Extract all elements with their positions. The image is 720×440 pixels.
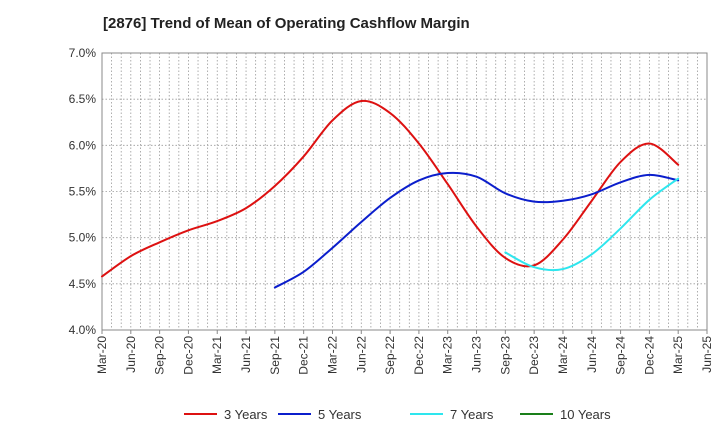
- x-tick-label: Jun-20: [124, 336, 138, 373]
- y-tick-label: 7.0%: [69, 46, 97, 60]
- x-tick-label: Jun-24: [585, 336, 599, 373]
- x-tick-label: Sep-24: [614, 336, 628, 375]
- series-line-7-years: [504, 177, 680, 272]
- series-lines: [101, 99, 680, 289]
- x-tick-label: Mar-24: [556, 336, 570, 374]
- x-tick-label: Dec-23: [527, 336, 541, 375]
- x-tick-label: Mar-23: [441, 336, 455, 374]
- y-tick-label: 6.5%: [69, 92, 97, 106]
- legend-label-3-years: 3 Years: [224, 407, 268, 422]
- grid-lines: [102, 53, 707, 330]
- series-line-5-years: [273, 171, 680, 289]
- x-tick-label: Jun-25: [700, 336, 714, 373]
- series-line-3-years: [101, 99, 680, 278]
- y-tick-label: 4.5%: [69, 277, 97, 291]
- x-tick-label: Dec-24: [642, 336, 656, 375]
- chart-title: [2876] Trend of Mean of Operating Cashfl…: [103, 15, 470, 32]
- x-tick-label: Dec-22: [412, 336, 426, 375]
- y-tick-label: 5.0%: [69, 231, 97, 245]
- y-tick-label: 6.0%: [69, 138, 97, 152]
- axes: 4.0% 4.5% 5.0% 5.5% 6.0% 6.5% 7.0% Mar-20 Jun-20…: [69, 46, 714, 375]
- x-tick-label: Sep-20: [153, 336, 167, 375]
- x-tick-label: Jun-23: [470, 336, 484, 373]
- x-tick-label: Dec-21: [297, 336, 311, 375]
- y-tick-label: 5.5%: [69, 185, 97, 199]
- x-tick-label: Mar-20: [95, 336, 109, 374]
- x-tick-label: Mar-25: [671, 336, 685, 374]
- x-tick-label: Mar-21: [210, 336, 224, 374]
- x-tick-label: Mar-22: [325, 336, 339, 374]
- legend-label-5-years: 5 Years: [318, 407, 362, 422]
- x-tick-label: Sep-22: [383, 336, 397, 375]
- x-tick-label: Sep-23: [498, 336, 512, 375]
- x-tick-label: Jun-22: [354, 336, 368, 373]
- plot-frame: [101, 52, 708, 331]
- x-tick-label: Dec-20: [181, 336, 195, 375]
- x-tick-label: Jun-21: [239, 336, 253, 373]
- x-tick-label: Sep-21: [268, 336, 282, 375]
- y-tick-label: 4.0%: [69, 323, 97, 337]
- legend-label-7-years: 7 Years: [450, 407, 494, 422]
- legend-label-10-years: 10 Years: [560, 407, 611, 422]
- legend: 3 Years 5 Years 7 Years 10 Years: [184, 407, 611, 422]
